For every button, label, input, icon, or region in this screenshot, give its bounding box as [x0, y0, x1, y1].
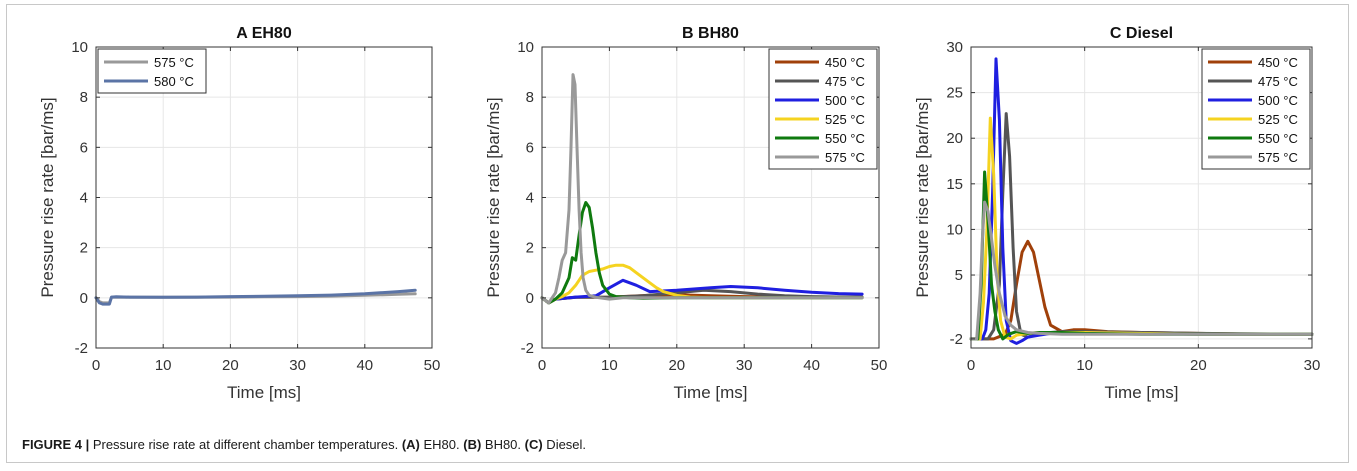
legend-label: 580 °C [154, 74, 194, 89]
x-tick-label: 0 [92, 357, 100, 374]
x-tick-label: 50 [871, 357, 888, 374]
legend-label: 450 °C [1258, 55, 1298, 70]
y-tick-label: 25 [946, 85, 963, 102]
legend-box [97, 48, 207, 94]
legend-label: 550 °C [825, 131, 865, 146]
y-tick-label: 10 [517, 39, 534, 56]
y-tick-label: 30 [946, 39, 963, 56]
legend-label: 550 °C [1258, 131, 1298, 146]
y-tick-label: 0 [80, 290, 88, 307]
y-tick-label: 10 [71, 39, 88, 56]
x-tick-label: 10 [601, 357, 618, 374]
legend-label: 525 °C [1258, 112, 1298, 127]
legend-label: 500 °C [1258, 93, 1298, 108]
y-tick-label: 8 [80, 89, 88, 106]
caption-label: FIGURE 4 | [22, 437, 90, 452]
y-tick-label: 5 [955, 267, 963, 284]
x-tick-label: 0 [967, 357, 975, 374]
legend-label: 575 °C [825, 150, 865, 165]
y-tick-label: 2 [80, 240, 88, 257]
x-axis-label: Time [ms] [227, 383, 301, 402]
y-tick-label: 8 [526, 89, 534, 106]
series-line-a-1 [94, 288, 417, 306]
y-axis-label: Pressure rise rate [bar/ms] [484, 97, 503, 297]
series-group [540, 73, 864, 305]
series-group [94, 288, 417, 306]
caption-tag-c: (C) [524, 437, 543, 452]
legend-label: 475 °C [825, 74, 865, 89]
x-tick-label: 20 [668, 357, 685, 374]
chart-title: A EH80 [236, 25, 292, 42]
caption-text-a: EH80. [419, 437, 464, 452]
x-axis-label: Time [ms] [674, 383, 748, 402]
x-tick-label: 30 [289, 357, 306, 374]
figure-frame [6, 4, 1349, 463]
caption-tag-b: (B) [463, 437, 482, 452]
y-tick-label: 4 [526, 190, 534, 207]
legend-box [1201, 48, 1311, 170]
chart-title: B BH80 [682, 25, 739, 42]
legend: 575 °C 580 °C [97, 48, 207, 94]
panel-c: 0 10 20 30 -2 5 10 15 20 25 30 C Diesel Time [ms] Pre… [913, 25, 1320, 402]
y-tick-label: -2 [75, 340, 88, 357]
legend-label: 475 °C [1258, 74, 1298, 89]
x-tick-label: 10 [1076, 357, 1093, 374]
series-line-c-5 [969, 200, 1314, 341]
y-axis-label: Pressure rise rate [bar/ms] [38, 97, 57, 297]
legend-box [768, 48, 878, 170]
legend: 450 °C 475 °C 500 °C 525 °C 550 °C 575 °C [1201, 48, 1311, 170]
series-line-b-2 [540, 278, 864, 305]
y-axis-label: Pressure rise rate [bar/ms] [913, 97, 932, 297]
x-tick-label: 20 [1190, 357, 1207, 374]
legend-label: 575 °C [154, 55, 194, 70]
x-tick-label: 40 [356, 357, 373, 374]
x-tick-label: 30 [1304, 357, 1321, 374]
x-tick-label: 0 [538, 357, 546, 374]
figure-caption: FIGURE 4 | Pressure rise rate at differe… [22, 437, 586, 452]
legend-label: 575 °C [1258, 150, 1298, 165]
x-tick-label: 50 [424, 357, 441, 374]
axes-box [970, 46, 1313, 349]
x-axis-label: Time [ms] [1105, 383, 1179, 402]
y-tick-label: 2 [526, 240, 534, 257]
series-group [969, 57, 1314, 345]
y-tick-label: 15 [946, 176, 963, 193]
legend: 450 °C 475 °C 500 °C 525 °C 550 °C 575 °C [768, 48, 878, 170]
y-tick-label: 10 [946, 221, 963, 238]
chart-title: C Diesel [1110, 25, 1173, 42]
y-tick-label: 0 [526, 290, 534, 307]
y-tick-label: -2 [950, 331, 963, 348]
x-tick-label: 40 [803, 357, 820, 374]
y-tick-label: -2 [521, 340, 534, 357]
legend-label: 450 °C [825, 55, 865, 70]
x-tick-label: 20 [222, 357, 239, 374]
y-tick-label: 20 [946, 130, 963, 147]
caption-intro: Pressure rise rate at different chamber … [89, 437, 402, 452]
x-tick-label: 10 [155, 357, 172, 374]
series-line-b-5 [540, 73, 864, 305]
caption-tag-a: (A) [401, 437, 420, 452]
y-tick-label: 6 [80, 139, 88, 156]
legend-label: 500 °C [825, 93, 865, 108]
legend-label: 525 °C [825, 112, 865, 127]
caption-text-b: BH80. [481, 437, 525, 452]
caption-text-c: Diesel. [542, 437, 587, 452]
y-tick-label: 6 [526, 139, 534, 156]
x-tick-label: 30 [736, 357, 753, 374]
y-tick-label: 4 [80, 190, 88, 207]
